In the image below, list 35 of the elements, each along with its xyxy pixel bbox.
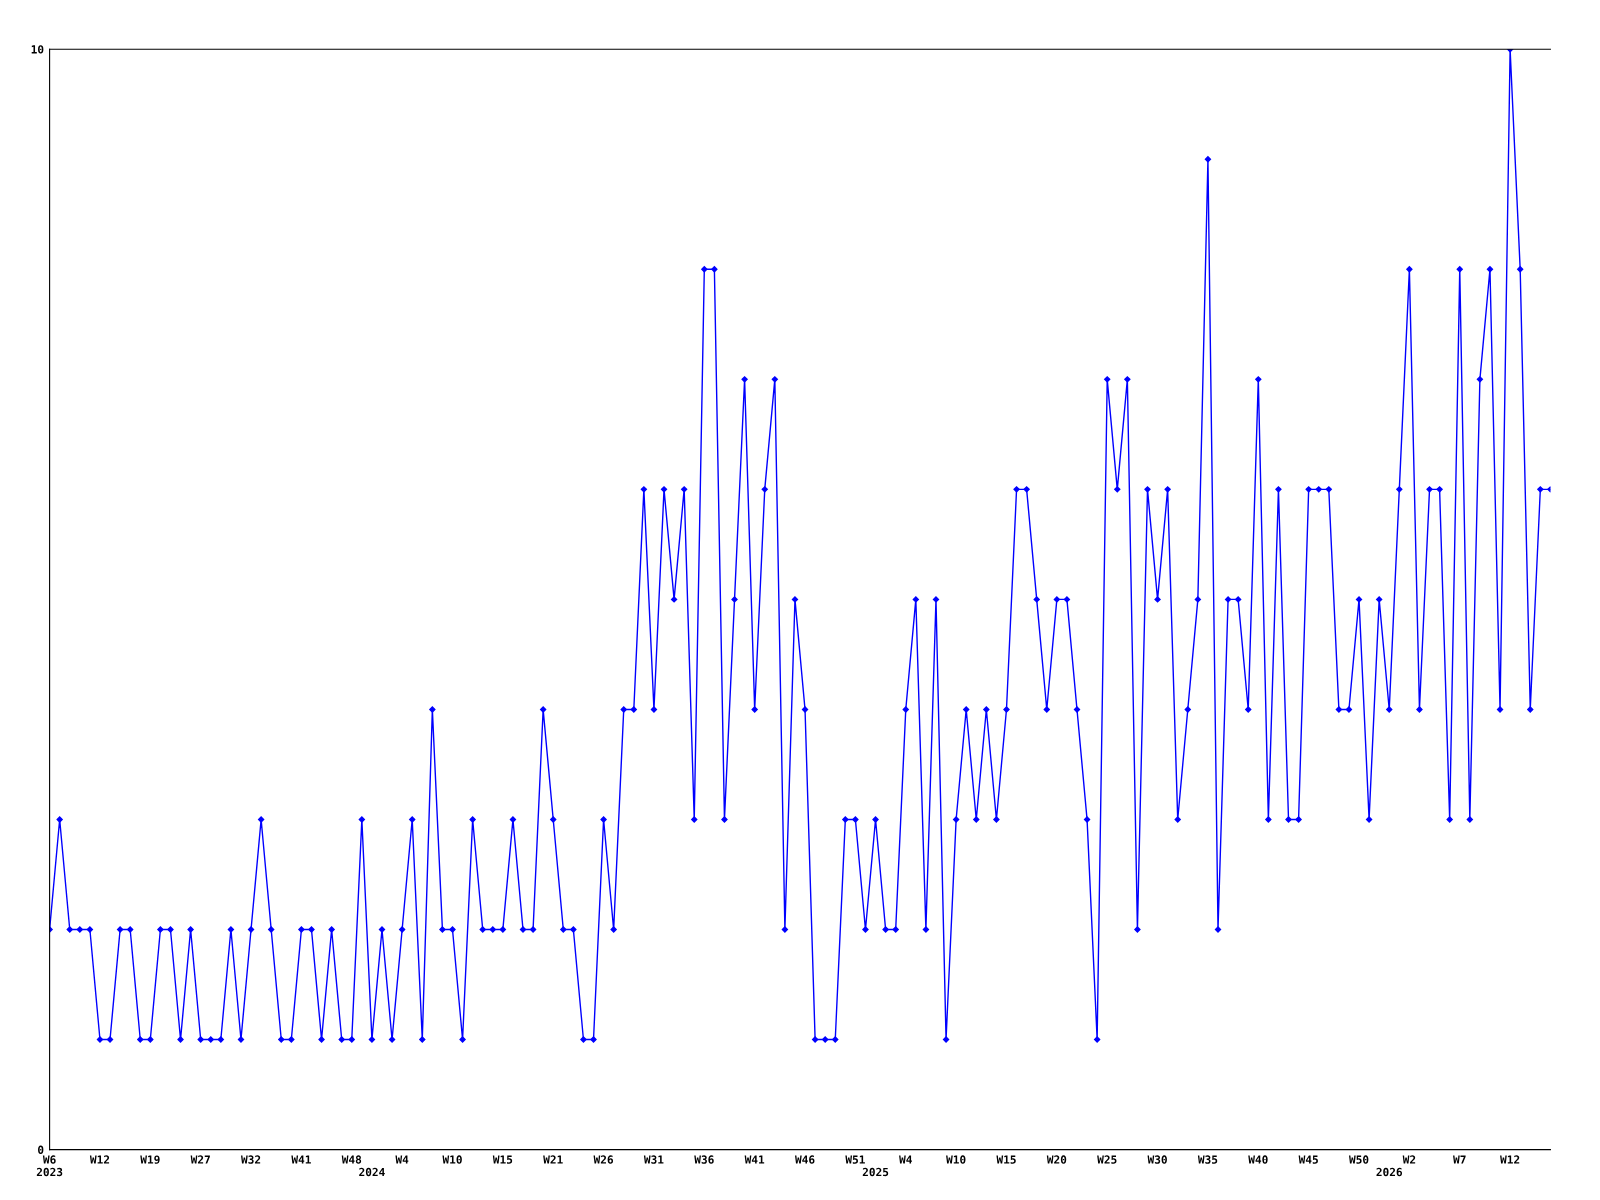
x-tick-label: W19: [140, 1155, 160, 1164]
x-tick-label: 2026: [1376, 1167, 1403, 1177]
x-tick-label: W41: [291, 1155, 311, 1164]
x-tick-label: W6 2023: [36, 1155, 63, 1177]
x-tick-label: W41: [744, 1155, 765, 1164]
x-tick-label: 2024: [359, 1167, 385, 1177]
x-tick-label: W12: [1500, 1155, 1520, 1164]
x-tick-label: W10: [946, 1155, 966, 1164]
x-tick-label: W30: [1147, 1155, 1167, 1164]
x-tick-label: W25: [1097, 1155, 1117, 1164]
x-tick-label: W51: [845, 1155, 865, 1164]
x-tick-label: W35: [1197, 1155, 1218, 1164]
x-tick-label: W46: [795, 1155, 815, 1164]
x-tick-label: W15: [996, 1155, 1016, 1164]
x-tick-label: W36: [694, 1155, 714, 1164]
x-tick-label: W7: [1453, 1155, 1466, 1164]
x-tick-label: W2: [1402, 1155, 1416, 1164]
x-tick-label: W48: [341, 1155, 362, 1164]
y-tick-label: 10: [31, 45, 44, 54]
x-tick-label: W4: [899, 1155, 912, 1164]
x-tick-label: W15: [492, 1155, 513, 1164]
y-tick-label: 0: [38, 1145, 44, 1154]
x-tick-label: W26: [593, 1155, 614, 1164]
x-tick-label: 2025: [862, 1167, 889, 1177]
x-tick-label: W4: [395, 1155, 409, 1164]
x-tick-label: W50: [1348, 1155, 1369, 1164]
x-tick-label: W32: [241, 1155, 261, 1164]
x-tick-label: W27: [190, 1155, 210, 1164]
x-tick-label: W20: [1046, 1155, 1067, 1164]
x-tick-label: W31: [643, 1155, 664, 1164]
x-tick-label: W40: [1248, 1155, 1268, 1164]
x-tick-label: W12: [89, 1155, 110, 1164]
x-tick-label: W21: [543, 1155, 563, 1164]
x-tick-label: W45: [1298, 1155, 1318, 1164]
x-tick-label: W10: [442, 1155, 462, 1164]
